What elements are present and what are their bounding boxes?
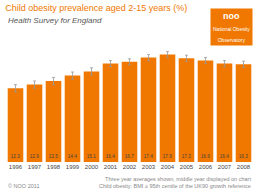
svg-text:Child obesity prevalence aged: Child obesity prevalence aged 2-15 years…: [5, 3, 187, 13]
svg-text:2007: 2007: [218, 164, 232, 170]
svg-text:12.9: 12.9: [30, 154, 39, 159]
svg-text:1997: 1997: [28, 164, 42, 170]
svg-text:16.7: 16.7: [125, 154, 134, 159]
svg-text:1996: 1996: [9, 164, 23, 170]
svg-text:2005: 2005: [180, 164, 194, 170]
svg-text:2006: 2006: [199, 164, 213, 170]
svg-text:2008: 2008: [237, 164, 251, 170]
svg-text:16.4: 16.4: [220, 154, 229, 159]
svg-text:13.5: 13.5: [49, 154, 58, 159]
svg-text:15.1: 15.1: [87, 154, 96, 159]
svg-text:© NOO 2011: © NOO 2011: [8, 183, 39, 189]
svg-text:16.3: 16.3: [239, 154, 248, 159]
svg-text:2001: 2001: [104, 164, 118, 170]
svg-text:2002: 2002: [123, 164, 137, 170]
svg-text:1998: 1998: [47, 164, 61, 170]
svg-text:2000: 2000: [85, 164, 99, 170]
svg-text:nooNational ObesityObservatory: nooNational ObesityObservatory: [213, 11, 250, 43]
svg-text:17.4: 17.4: [144, 154, 153, 159]
svg-text:1999: 1999: [66, 164, 80, 170]
svg-text:16.9: 16.9: [201, 154, 210, 159]
svg-text:17.9: 17.9: [163, 154, 172, 159]
svg-text:12.3: 12.3: [11, 154, 20, 159]
svg-text:Three year averages shown, mid: Three year averages shown, middle year d…: [99, 176, 251, 189]
svg-text:2004: 2004: [161, 164, 175, 170]
svg-text:Health Survey for England: Health Survey for England: [8, 16, 102, 25]
svg-text:2003: 2003: [142, 164, 156, 170]
svg-text:16.4: 16.4: [106, 154, 115, 159]
svg-text:17.3: 17.3: [182, 154, 191, 159]
svg-text:14.4: 14.4: [68, 154, 77, 159]
